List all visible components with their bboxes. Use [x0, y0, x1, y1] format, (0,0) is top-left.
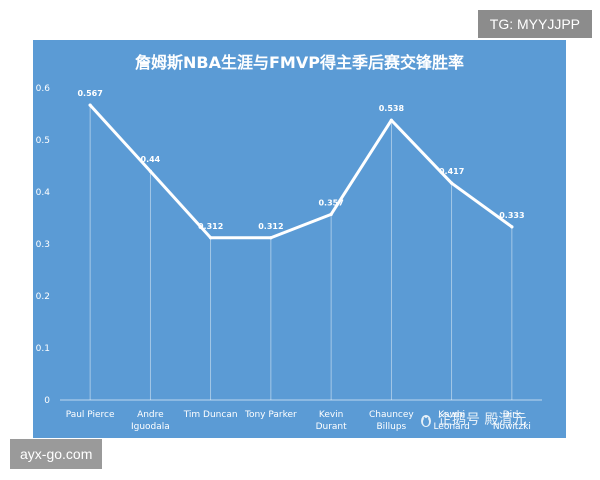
y-tick-label: 0.1 [36, 344, 50, 354]
data-label: 0.44 [141, 155, 161, 164]
data-point [148, 169, 152, 173]
y-tick-label: 0.5 [36, 136, 50, 146]
telegram-badge: TG: MYYJJPP [477, 10, 592, 38]
data-point [510, 225, 514, 229]
data-point [389, 118, 393, 122]
x-tick-label: Iguodala [131, 422, 170, 432]
x-tick-label: Nowitzki [493, 422, 531, 432]
data-label: 0.538 [379, 104, 405, 113]
data-label: 0.357 [318, 198, 343, 207]
data-point [88, 103, 92, 107]
data-point [450, 181, 454, 185]
data-point [329, 212, 333, 216]
data-label: 0.567 [77, 89, 102, 98]
y-tick-label: 0.4 [36, 188, 51, 198]
x-tick-label: Dirk [503, 410, 522, 420]
data-label: 0.312 [198, 222, 223, 231]
x-tick-label: Tim Duncan [183, 410, 238, 420]
penguin-icon [421, 415, 431, 427]
data-point [269, 236, 273, 240]
data-label: 0.312 [258, 222, 283, 231]
x-tick-label: Kevin [319, 410, 344, 420]
series-line [88, 103, 514, 240]
chart-title: 詹姆斯NBA生涯与FMVP得主季后赛交锋胜率 [135, 53, 464, 72]
x-tick-label: Billups [376, 422, 406, 432]
chart-panel [33, 40, 566, 438]
y-tick-label: 0.2 [36, 292, 50, 302]
watermark-text: 企鹅号 殿清元 [438, 412, 527, 428]
x-tick-label: Paul Pierce [66, 410, 115, 420]
line-chart: 詹姆斯NBA生涯与FMVP得主季后赛交锋胜率 0 0.1 0.2 0.3 0.4 0.5 0.… [36, 53, 542, 432]
y-tick-label: 0.3 [36, 240, 50, 250]
x-tick-label: Kawhi [438, 410, 465, 420]
data-label: 0.417 [439, 167, 464, 176]
publisher-watermark: 企鹅号 殿清元 [418, 409, 526, 431]
x-tick-label: Tony Parker [244, 410, 297, 420]
site-watermark: ayx-go.com [10, 439, 103, 469]
x-tick-label: Leonard [433, 422, 469, 432]
data-label: 0.333 [499, 211, 524, 220]
data-point [209, 236, 213, 240]
x-tick-label: Andre [137, 410, 164, 420]
y-tick-label: 0.6 [36, 84, 51, 94]
x-tick-label: Durant [316, 422, 348, 432]
x-tick-label: Chauncey [369, 410, 414, 420]
y-tick-label: 0 [44, 396, 50, 406]
